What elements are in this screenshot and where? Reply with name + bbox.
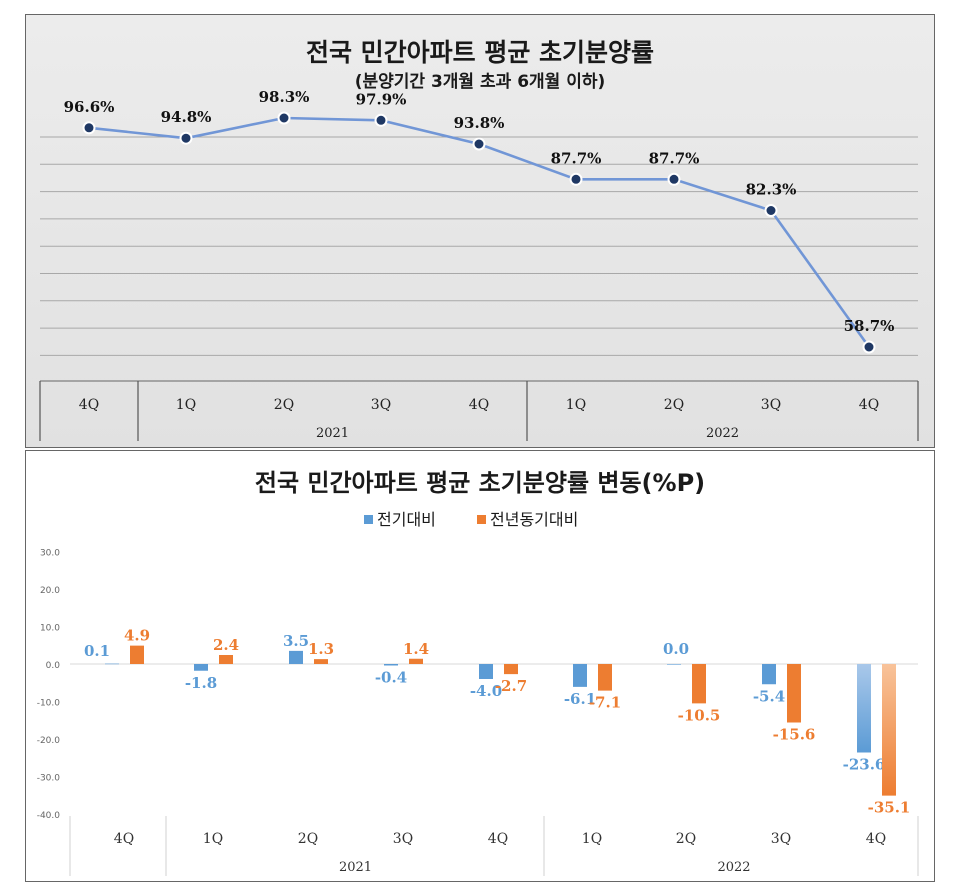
x-group-label: 2021 [339, 860, 372, 875]
bar-yoy [787, 664, 801, 723]
bar-yoy [598, 664, 612, 691]
bar-qoq [384, 664, 398, 666]
data-label: 94.8% [161, 108, 212, 126]
bar-qoq [857, 664, 871, 753]
x-tick-label: 4Q [488, 831, 508, 847]
data-label-qoq: 3.5 [283, 632, 309, 650]
x-group-label: 2021 [316, 426, 349, 441]
bar-yoy [882, 664, 896, 796]
data-point [862, 340, 876, 354]
bar-qoq [479, 664, 493, 679]
x-tick-label: 4Q [469, 397, 489, 413]
bar-chart: 전국 민간아파트 평균 초기분양률 변동(%P) 전기대비 전년동기대비 30.… [37, 469, 919, 876]
x-tick-label: 3Q [393, 831, 413, 847]
legend-swatch-qoq [364, 515, 373, 524]
x-tick-label: 4Q [114, 831, 134, 847]
line-chart-subtitle: (분양기간 3개월 초과 6개월 이하) [355, 72, 606, 92]
x-tick-label: 4Q [859, 397, 879, 413]
bar-qoq [573, 664, 587, 687]
x-tick-label: 4Q [79, 397, 99, 413]
data-label-yoy: -7.1 [589, 694, 621, 712]
data-label: 87.7% [551, 149, 602, 167]
bar-yoy [504, 664, 518, 675]
data-label: 96.6% [64, 98, 115, 116]
data-label-qoq: -6.1 [564, 690, 596, 708]
data-label: 87.7% [649, 149, 700, 167]
data-label-qoq: -4.0 [470, 682, 502, 700]
data-point [667, 172, 681, 186]
data-label-yoy: 1.3 [308, 640, 334, 658]
data-point [179, 131, 193, 145]
bar-yoy [219, 655, 233, 664]
data-label: 82.3% [746, 181, 797, 199]
bar-yoy [692, 664, 706, 704]
x-tick-label: 1Q [176, 397, 196, 413]
x-tick-label: 3Q [371, 397, 391, 413]
bar-qoq [194, 664, 208, 671]
data-label-yoy: 4.9 [124, 627, 150, 645]
bar-qoq [667, 664, 681, 665]
line-chart-panel: 전국 민간아파트 평균 초기분양률 (분양기간 3개월 초과 6개월 이하) 9… [25, 14, 935, 448]
data-label-qoq: -5.4 [753, 687, 785, 705]
bar-yoy [130, 645, 144, 664]
data-label-qoq: -0.4 [375, 669, 407, 687]
x-tick-label: 1Q [566, 397, 586, 413]
line-chart-title: 전국 민간아파트 평균 초기분양률 [306, 38, 654, 67]
bar-yoy [314, 659, 328, 664]
data-label-yoy: -15.6 [773, 726, 816, 744]
data-label-qoq: -1.8 [185, 674, 217, 692]
x-tick-label: 4Q [866, 831, 886, 847]
legend-label-yoy: 전년동기대비 [490, 510, 578, 529]
data-point [82, 121, 96, 135]
data-label: 98.3% [259, 88, 310, 106]
bar-yoy [409, 658, 423, 664]
data-label-qoq: 0.0 [663, 640, 689, 658]
data-label-yoy: -35.1 [868, 799, 911, 817]
x-tick-label: 3Q [761, 397, 781, 413]
legend-swatch-yoy [477, 515, 486, 524]
x-group-label: 2022 [717, 860, 750, 875]
data-point [472, 137, 486, 151]
x-tick-label: 2Q [274, 397, 294, 413]
data-label-yoy: 1.4 [403, 640, 429, 658]
data-label: 93.8% [454, 114, 505, 132]
y-tick-label: 10.0 [40, 624, 60, 634]
y-tick-label: -40.0 [37, 811, 61, 821]
data-label-yoy: -2.7 [495, 677, 527, 695]
y-tick-label: 0.0 [46, 661, 61, 671]
series-line [88, 116, 871, 348]
data-label-qoq: -23.6 [843, 756, 886, 774]
y-tick-label: 30.0 [40, 549, 60, 559]
x-tick-label: 1Q [203, 831, 223, 847]
x-group-label: 2022 [706, 426, 739, 441]
x-tick-label: 2Q [676, 831, 696, 847]
bar-qoq [762, 664, 776, 685]
data-label: 58.7% [844, 317, 895, 335]
data-point [277, 111, 291, 125]
line-chart: 전국 민간아파트 평균 초기분양률 (분양기간 3개월 초과 6개월 이하) 9… [39, 38, 919, 441]
x-tick-label: 2Q [298, 831, 318, 847]
y-tick-label: -10.0 [37, 699, 61, 709]
bar-chart-title: 전국 민간아파트 평균 초기분양률 변동(%P) [255, 469, 705, 497]
legend-label-qoq: 전기대비 [377, 510, 436, 529]
legend: 전기대비 전년동기대비 [364, 510, 578, 529]
bar-chart-panel: 전국 민간아파트 평균 초기분양률 변동(%P) 전기대비 전년동기대비 30.… [25, 450, 935, 882]
data-label-qoq: 0.1 [84, 642, 110, 660]
x-tick-label: 3Q [771, 831, 791, 847]
x-tick-label: 1Q [582, 831, 602, 847]
bar-qoq [289, 650, 303, 664]
bar-qoq [105, 663, 119, 665]
data-label-yoy: 2.4 [213, 636, 239, 654]
data-label: 97.9% [356, 90, 407, 108]
y-tick-label: 20.0 [40, 586, 60, 596]
data-point [569, 172, 583, 186]
data-point [374, 113, 388, 127]
data-label-yoy: -10.5 [678, 706, 721, 724]
y-tick-label: -30.0 [37, 774, 61, 784]
x-tick-label: 2Q [664, 397, 684, 413]
y-tick-label: -20.0 [37, 736, 61, 746]
data-point [764, 204, 778, 217]
